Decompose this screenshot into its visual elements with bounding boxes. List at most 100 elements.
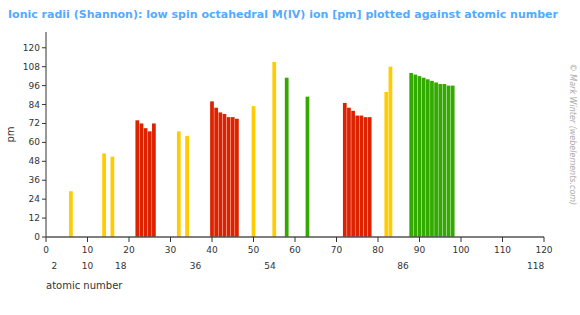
bar xyxy=(355,116,359,237)
bar xyxy=(218,112,222,237)
period-label: 86 xyxy=(397,261,409,271)
bar xyxy=(364,117,368,237)
bar xyxy=(409,73,413,237)
y-tick-label: 96 xyxy=(29,81,41,91)
bar xyxy=(210,101,214,237)
period-label: 54 xyxy=(264,261,276,271)
bar xyxy=(430,81,434,237)
y-tick xyxy=(42,123,46,124)
y-tick xyxy=(42,237,46,238)
bar xyxy=(351,111,355,237)
period-label: 36 xyxy=(190,261,202,271)
bar xyxy=(185,136,189,237)
y-axis-line xyxy=(46,32,47,237)
x-tick-label: 60 xyxy=(289,245,301,255)
x-tick xyxy=(295,237,296,242)
bar xyxy=(434,82,438,237)
bar xyxy=(389,67,393,237)
bar xyxy=(443,84,447,237)
y-tick xyxy=(42,199,46,200)
x-tick-label: 70 xyxy=(331,245,343,255)
x-tick xyxy=(461,237,462,242)
x-tick xyxy=(170,237,171,242)
bar xyxy=(231,117,235,237)
bar xyxy=(343,103,347,237)
bar xyxy=(438,84,442,237)
x-tick xyxy=(378,237,379,242)
bar xyxy=(235,119,239,237)
bar xyxy=(148,131,152,237)
bar xyxy=(69,191,73,237)
bar xyxy=(272,62,276,237)
x-tick-label: 0 xyxy=(43,245,49,255)
x-tick xyxy=(336,237,337,242)
y-tick-label: 48 xyxy=(29,156,41,166)
bar xyxy=(152,123,156,237)
x-tick-label: 80 xyxy=(372,245,384,255)
x-tick-label: 110 xyxy=(494,245,511,255)
x-tick-label: 20 xyxy=(123,245,135,255)
bar xyxy=(223,114,227,237)
bar xyxy=(102,153,106,237)
bar xyxy=(360,116,364,237)
bar xyxy=(413,75,417,237)
x-tick-label: 120 xyxy=(535,245,552,255)
bar xyxy=(214,108,218,237)
x-tick-label: 40 xyxy=(206,245,218,255)
y-tick xyxy=(42,142,46,143)
bar xyxy=(135,120,139,237)
bar xyxy=(418,76,422,237)
x-tick-label: 10 xyxy=(82,245,94,255)
y-tick-label: 108 xyxy=(23,62,40,72)
bar xyxy=(447,86,451,237)
bar xyxy=(306,97,310,237)
x-axis: 0 10 20 30 40 50 60 70 80 90 100 110 120 xyxy=(43,237,553,255)
x-tick xyxy=(87,237,88,242)
bar xyxy=(384,92,388,237)
y-tick-label: 36 xyxy=(29,175,41,185)
bar xyxy=(177,131,181,237)
bar xyxy=(227,117,231,237)
x-tick xyxy=(129,237,130,242)
y-tick xyxy=(42,85,46,86)
bar xyxy=(451,86,455,237)
y-tick-label: 60 xyxy=(29,137,41,147)
x-tick xyxy=(253,237,254,242)
chart: Ionic radii (Shannon): low spin octahedr… xyxy=(0,0,580,315)
title: Ionic radii (Shannon): low spin octahedr… xyxy=(8,8,559,21)
x-tick-label: 30 xyxy=(165,245,177,255)
y-tick-label: 84 xyxy=(29,100,41,110)
x-tick xyxy=(419,237,420,242)
bar xyxy=(426,79,430,237)
bar xyxy=(422,78,426,237)
y-tick xyxy=(42,104,46,105)
x-tick-label: 90 xyxy=(414,245,426,255)
y-tick xyxy=(42,161,46,162)
x-tick-label: 100 xyxy=(452,245,469,255)
x-tick xyxy=(502,237,503,242)
y-tick-label: 12 xyxy=(29,213,40,223)
y-tick-label: 24 xyxy=(29,194,41,204)
x-tick xyxy=(46,237,47,242)
period-label: 10 xyxy=(82,261,94,271)
watermark: © Mark Winter (webelements.com) xyxy=(568,64,577,205)
x-tick xyxy=(544,237,545,242)
x-axis-label: atomic number xyxy=(46,280,123,291)
y-tick xyxy=(42,66,46,67)
bar xyxy=(111,157,115,237)
bar xyxy=(252,106,256,237)
y-axis-label: pm xyxy=(5,126,16,142)
y-tick xyxy=(42,47,46,48)
bar xyxy=(347,108,351,237)
x-tick-label: 50 xyxy=(248,245,260,255)
bars xyxy=(69,62,455,237)
bar xyxy=(285,78,289,237)
period-label: 118 xyxy=(527,261,544,271)
bar xyxy=(368,117,372,237)
y-tick-label: 120 xyxy=(23,43,40,53)
y-tick xyxy=(42,218,46,219)
period-label: 18 xyxy=(115,261,127,271)
bar xyxy=(144,128,148,237)
y-axis: 01224364860728496108120pm xyxy=(5,32,46,242)
y-tick-label: 0 xyxy=(34,232,40,242)
